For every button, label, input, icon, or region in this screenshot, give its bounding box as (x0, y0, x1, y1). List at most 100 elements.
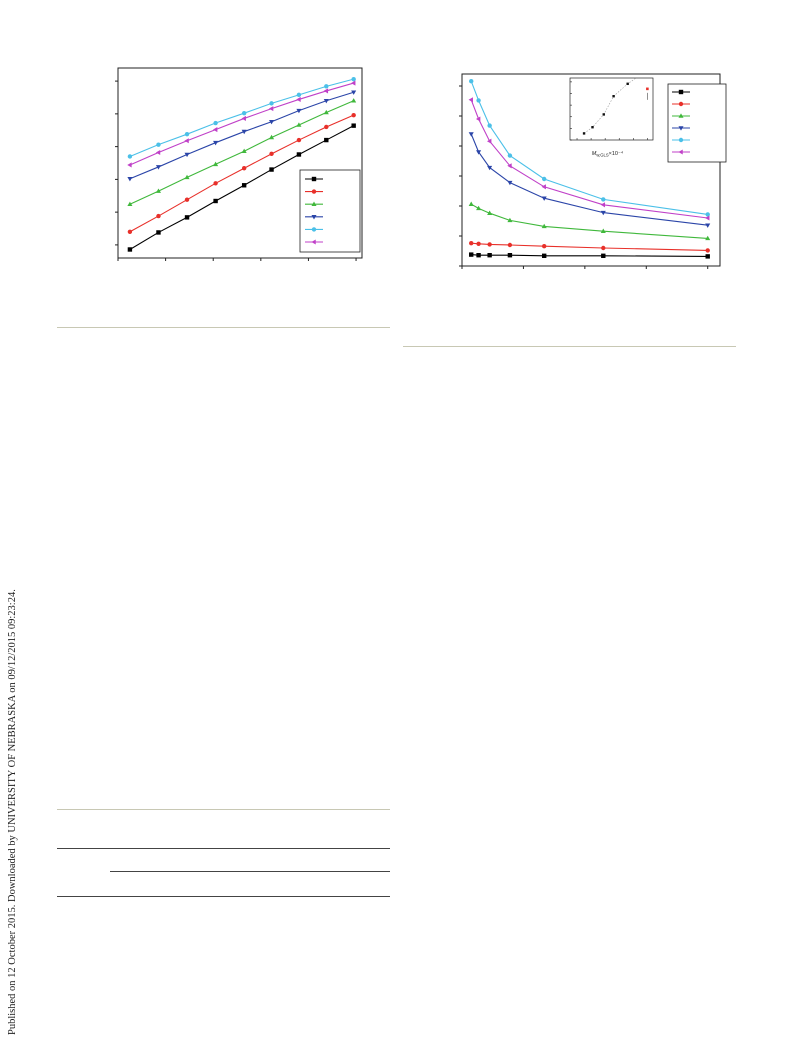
data-point-lpa (268, 106, 274, 112)
data-point-spa-2 (541, 244, 547, 249)
data-point-spa-4 (541, 196, 547, 201)
left-figure-divider (57, 327, 390, 328)
data-point-spa-4 (476, 150, 482, 155)
data-point-spa-2 (705, 248, 710, 253)
data-point-spa-4 (127, 176, 133, 182)
data-point-spa-4 (487, 165, 493, 171)
data-point-spa-5 (241, 111, 247, 116)
inset-lpa-point (646, 87, 649, 91)
data-point-spa-1 (213, 198, 218, 204)
data-point-spa-5 (296, 92, 302, 98)
viscosity-chart: Mw,GLS×10⁻⁴ (420, 62, 740, 294)
data-point-lpa (705, 215, 710, 221)
data-point-lpa (351, 80, 356, 86)
inset-x-axis-label: Mw,GLS×10⁻⁴ (592, 150, 624, 158)
data-point-spa-1 (476, 253, 481, 258)
data-point-spa-4 (468, 132, 474, 137)
data-point-lpa (541, 184, 546, 190)
data-point-spa-5 (507, 153, 513, 158)
data-point-spa-2 (487, 242, 492, 247)
data-point-spa-1 (269, 167, 274, 172)
data-point-spa-5 (469, 79, 474, 84)
data-point-lpa (600, 202, 606, 208)
data-point-spa-1 (507, 253, 513, 258)
data-point-spa-5 (487, 123, 492, 128)
legend-marker (678, 89, 684, 95)
data-point-spa-2 (156, 213, 161, 219)
legend-box (299, 169, 361, 253)
data-point-lpa (212, 127, 218, 133)
data-point-spa-3 (323, 109, 329, 115)
data-point-spa-3 (213, 161, 219, 167)
data-point-spa-4 (705, 223, 711, 228)
data-point-spa-1 (351, 123, 356, 128)
data-point-spa-4 (600, 210, 606, 216)
data-point-spa-1 (705, 254, 710, 259)
data-point-lpa (323, 88, 329, 94)
data-point-spa-1 (184, 215, 190, 220)
data-point-spa-2 (351, 112, 356, 118)
data-point-spa-3 (241, 148, 247, 153)
data-point-spa-5 (476, 98, 481, 103)
data-point-spa-2 (213, 181, 218, 186)
data-point-spa-4 (351, 90, 357, 95)
data-point-spa-3 (184, 174, 190, 180)
data-point-spa-4 (241, 129, 247, 135)
data-point-spa-4 (155, 165, 161, 170)
data-point-spa-1 (156, 230, 161, 235)
data-point-spa-1 (469, 252, 474, 257)
inset-data-point (582, 132, 586, 135)
legend-marker (678, 149, 683, 155)
data-point-spa-4 (213, 140, 219, 146)
right-figure-divider (403, 346, 736, 347)
data-point-spa-2 (469, 241, 474, 246)
viscosity-svg: Mw,GLS×10⁻⁴ (459, 73, 727, 269)
data-point-lpa (487, 138, 492, 144)
data-point-lpa (507, 163, 512, 169)
data-point-spa-3 (476, 205, 482, 211)
data-point-spa-3 (468, 201, 474, 206)
table-body-rule (57, 896, 390, 897)
data-point-spa-1 (487, 253, 492, 258)
data-point-spa-5 (269, 101, 274, 106)
data-point-spa-5 (324, 84, 329, 89)
data-point-spa-3 (600, 228, 606, 233)
data-point-spa-3 (127, 201, 133, 207)
table-subheader-rule (110, 871, 390, 872)
legend-marker (311, 227, 317, 232)
download-watermark: Published on 12 October 2015. Downloaded… (0, 0, 20, 1039)
data-point-spa-4 (269, 119, 275, 125)
legend-marker (678, 101, 684, 107)
data-point-spa-3 (541, 223, 547, 229)
data-point-spa-2 (296, 137, 302, 143)
data-point-lpa (127, 162, 132, 168)
inset-data-point (591, 126, 594, 129)
legend-marker (311, 215, 317, 220)
data-point-spa-1 (296, 152, 302, 157)
data-point-spa-5 (351, 76, 356, 82)
inset-data-point (602, 113, 605, 116)
data-point-spa-3 (705, 235, 711, 241)
series-line-spa-2 (471, 242, 708, 251)
data-point-spa-4 (296, 108, 302, 114)
data-point-spa-2 (241, 166, 247, 171)
data-point-spa-4 (507, 180, 513, 186)
data-point-lpa (296, 96, 301, 102)
plot-frame (461, 73, 721, 267)
data-point-spa-4 (184, 152, 190, 158)
legend-marker (311, 239, 316, 245)
legend-marker (311, 189, 317, 194)
data-point-spa-5 (705, 212, 710, 217)
data-point-lpa (155, 149, 161, 156)
legend-marker (311, 201, 317, 206)
legend-marker (678, 137, 684, 143)
data-point-spa-1 (541, 253, 547, 258)
data-point-spa-1 (324, 137, 329, 143)
data-point-spa-2 (324, 124, 329, 130)
table-top-divider (57, 809, 390, 810)
legend-marker (678, 113, 684, 118)
data-point-spa-5 (541, 176, 547, 182)
plot-frame (117, 67, 363, 259)
data-point-spa-3 (487, 210, 493, 215)
legend-marker (311, 176, 317, 182)
